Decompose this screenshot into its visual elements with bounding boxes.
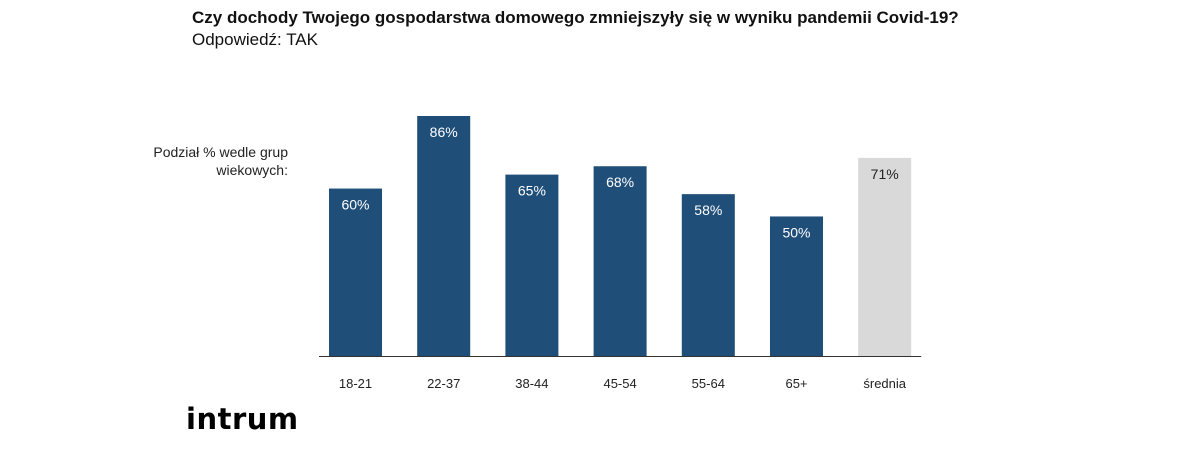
bar-45-54	[593, 166, 647, 356]
y-axis-label: Podział % wedle grup wiekowych:	[153, 144, 288, 178]
bar-55-64	[681, 194, 735, 356]
data-label: 71%	[871, 166, 899, 182]
x-tick-label: 55-64	[692, 376, 725, 391]
x-tick-label: 22-37	[427, 376, 460, 391]
bar-average	[858, 157, 912, 356]
bar-65+	[770, 216, 823, 356]
x-tick-label: 65+	[785, 376, 807, 391]
data-label: 60%	[341, 197, 369, 213]
x-tick-label: 38-44	[515, 376, 548, 391]
bar-18-21	[329, 188, 382, 356]
bar-22-37	[417, 116, 471, 356]
x-tick-label: 18-21	[339, 376, 372, 391]
intrum-logo: intrum	[186, 402, 299, 436]
x-tick-label: średnia	[863, 376, 906, 391]
data-label: 68%	[606, 174, 634, 190]
bar-38-44	[505, 174, 559, 356]
chart-subtitle: Odpowiedź: TAK	[192, 30, 318, 49]
chart-title: Czy dochody Twojego gospodarstwa domoweg…	[192, 8, 959, 27]
data-label: 58%	[694, 202, 722, 218]
data-label: 86%	[430, 124, 458, 140]
data-label: 65%	[518, 183, 546, 199]
x-tick-label: 45-54	[603, 376, 636, 391]
data-label: 50%	[782, 224, 810, 240]
